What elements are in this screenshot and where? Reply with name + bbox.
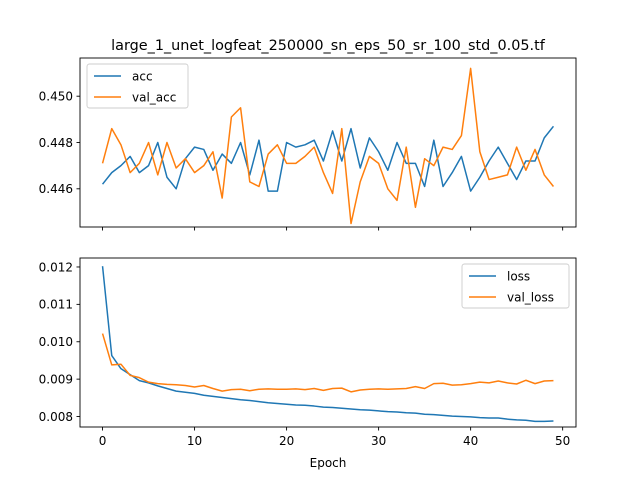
legend-label: val_acc — [132, 90, 176, 104]
y-tick-label: 0.011 — [39, 298, 73, 312]
y-tick-label: 0.446 — [39, 182, 73, 196]
y-tick-label: 0.008 — [39, 410, 73, 424]
x-tick-label: 20 — [279, 434, 294, 448]
axes-frame — [79, 257, 577, 428]
y-tick-label: 0.450 — [39, 89, 73, 103]
loss-panel: 0.008 0.009 0.010 0.011 0.012 0 10 20 30 40 50 loss… — [39, 257, 577, 448]
legend: acc val_acc — [86, 63, 189, 109]
legend-label: val_loss — [507, 290, 554, 304]
series-line-val-loss — [101, 333, 554, 393]
x-tick-label: 50 — [555, 434, 570, 448]
x-tick-label: 30 — [371, 434, 386, 448]
series-line-val-acc — [101, 67, 555, 225]
y-tick-label: 0.010 — [39, 335, 73, 349]
accuracy-panel: 0.446 0.448 0.450 acc val_acc — [39, 57, 577, 231]
legend-label: loss — [507, 269, 530, 283]
y-tick-label: 0.448 — [39, 136, 73, 150]
y-tick-label: 0.009 — [39, 372, 73, 386]
x-tick-label: 40 — [463, 434, 478, 448]
legend-label: acc — [132, 69, 153, 83]
series-line-loss — [101, 266, 554, 423]
chart-title: large_1_unet_logfeat_250000_sn_eps_50_sr… — [111, 38, 546, 54]
series-line-acc — [101, 125, 555, 192]
x-axis-label: Epoch — [310, 456, 347, 470]
y-tick-label: 0.012 — [39, 260, 73, 274]
legend: loss val_loss — [461, 263, 570, 309]
x-tick-label: 10 — [187, 434, 202, 448]
x-tick-label: 0 — [99, 434, 107, 448]
